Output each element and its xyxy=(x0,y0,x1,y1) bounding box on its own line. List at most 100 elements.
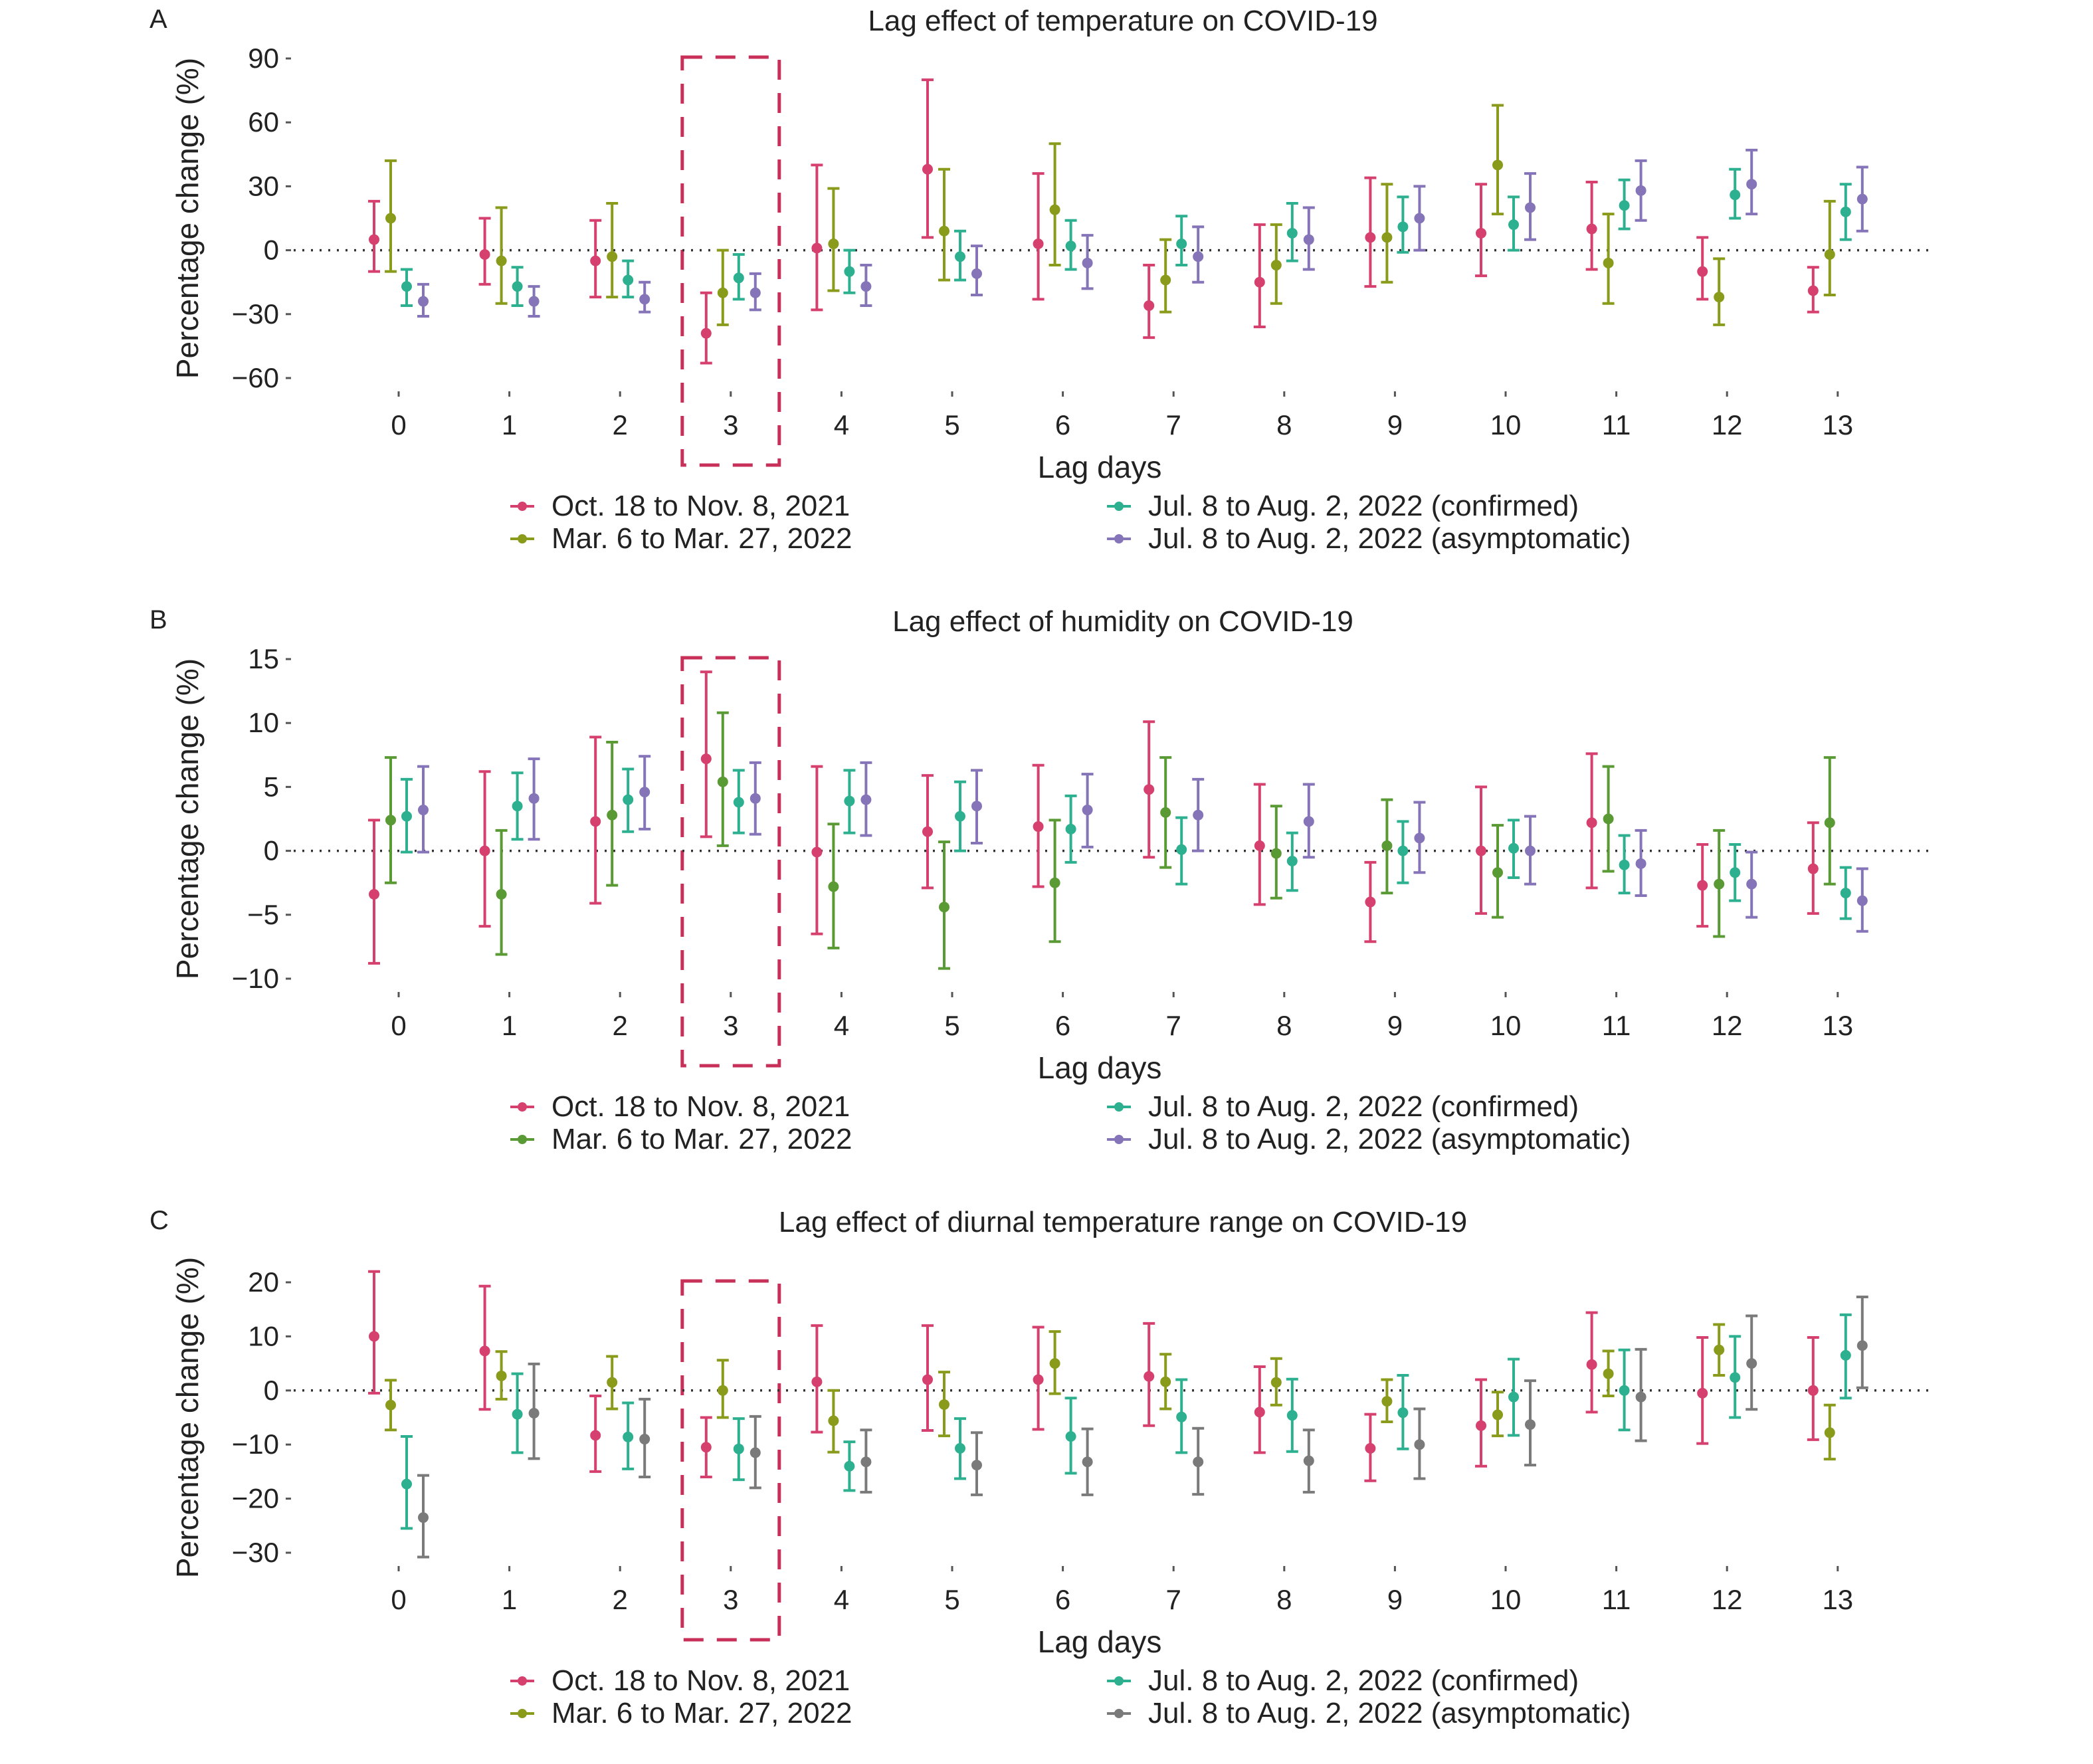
point-estimate xyxy=(1635,185,1646,196)
legend-marker xyxy=(1114,1709,1124,1718)
point-estimate xyxy=(1270,1377,1282,1388)
point-estimate xyxy=(955,811,965,822)
point-estimate xyxy=(607,1377,618,1388)
y-tick-label: 5 xyxy=(264,771,279,802)
x-tick-label: 13 xyxy=(1822,1584,1853,1615)
point-estimate xyxy=(1619,1385,1630,1396)
point-estimate xyxy=(1397,1407,1409,1419)
legend-item: Oct. 18 to Nov. 8, 2021 xyxy=(510,490,850,522)
legend-marker xyxy=(518,1135,527,1144)
series-2 xyxy=(385,104,1836,326)
point-estimate xyxy=(828,238,839,249)
x-tick-label: 1 xyxy=(502,1010,517,1041)
legend-marker xyxy=(1114,1135,1124,1144)
series-4 xyxy=(417,148,1868,318)
series-4 xyxy=(417,1295,1868,1559)
point-estimate xyxy=(1697,1387,1708,1399)
legend-item: Jul. 8 to Aug. 2, 2022 (asymptomatic) xyxy=(1107,1697,1631,1729)
point-estimate xyxy=(717,776,728,787)
x-tick-label: 1 xyxy=(502,1584,517,1615)
legend-label: Jul. 8 to Aug. 2, 2022 (asymptomatic) xyxy=(1148,1697,1631,1729)
x-tick-label: 5 xyxy=(944,409,959,441)
point-estimate xyxy=(369,1331,379,1342)
point-estimate xyxy=(1082,1456,1093,1468)
chart-title: Lag effect of temperature on COVID-19 xyxy=(868,5,1377,37)
x-tick-label: 6 xyxy=(1055,1010,1070,1041)
y-tick-label: 10 xyxy=(248,1320,279,1351)
legend-label: Jul. 8 to Aug. 2, 2022 (asymptomatic) xyxy=(1148,1123,1631,1155)
point-estimate xyxy=(639,787,650,798)
x-axis-label: Lag days xyxy=(1038,450,1162,484)
y-tick-label: −30 xyxy=(232,298,279,330)
point-estimate xyxy=(496,255,507,266)
point-estimate xyxy=(1365,896,1376,908)
point-estimate xyxy=(1160,274,1171,286)
legend-item: Jul. 8 to Aug. 2, 2022 (confirmed) xyxy=(1107,490,1579,522)
x-tick-label: 10 xyxy=(1490,1584,1522,1615)
point-estimate xyxy=(828,881,839,892)
point-estimate xyxy=(971,268,982,279)
point-estimate xyxy=(844,795,855,807)
point-estimate xyxy=(1065,1430,1076,1442)
point-estimate xyxy=(639,1434,650,1445)
point-estimate xyxy=(1065,823,1076,834)
point-estimate xyxy=(1476,227,1486,239)
point-estimate xyxy=(1254,840,1265,851)
point-estimate xyxy=(369,234,379,245)
y-tick-label: 20 xyxy=(248,1266,279,1298)
y-tick-label: −20 xyxy=(232,1483,279,1514)
point-estimate xyxy=(1492,867,1503,878)
point-estimate xyxy=(1807,1385,1819,1396)
point-estimate xyxy=(700,328,712,339)
x-tick-label: 1 xyxy=(502,409,517,441)
series-4 xyxy=(417,755,1868,933)
point-estimate xyxy=(1746,878,1757,890)
legend-label: Oct. 18 to Nov. 8, 2021 xyxy=(551,1090,850,1123)
point-estimate xyxy=(607,809,618,821)
point-estimate xyxy=(1381,1396,1393,1407)
point-estimate xyxy=(1476,845,1486,856)
x-tick-label: 4 xyxy=(834,1010,849,1041)
point-estimate xyxy=(1303,1455,1314,1466)
point-estimate xyxy=(1286,855,1298,866)
point-estimate xyxy=(528,793,540,804)
legend-item: Mar. 6 to Mar. 27, 2022 xyxy=(510,522,852,555)
point-estimate xyxy=(385,213,396,224)
point-estimate xyxy=(479,1345,490,1357)
point-estimate xyxy=(1049,204,1060,215)
legend-marker xyxy=(518,502,527,511)
series-3 xyxy=(401,1313,1852,1530)
series-1 xyxy=(368,78,1819,365)
point-estimate xyxy=(528,296,540,307)
point-estimate xyxy=(939,902,949,913)
point-estimate xyxy=(623,274,634,286)
y-axis-label: Percentage change (%) xyxy=(170,58,205,379)
point-estimate xyxy=(955,251,965,262)
legend-label: Jul. 8 to Aug. 2, 2022 (confirmed) xyxy=(1148,490,1579,522)
x-tick-label: 10 xyxy=(1490,1010,1522,1041)
point-estimate xyxy=(512,281,523,292)
y-tick-label: −30 xyxy=(232,1537,279,1568)
point-estimate xyxy=(860,281,872,292)
panel-letter: A xyxy=(150,5,167,34)
x-tick-label: 2 xyxy=(613,1584,628,1615)
point-estimate xyxy=(1525,202,1536,213)
legend-marker xyxy=(1114,534,1124,543)
point-estimate xyxy=(1619,859,1630,870)
highlight-box xyxy=(680,55,781,467)
point-estimate xyxy=(749,793,761,804)
legend-label: Mar. 6 to Mar. 27, 2022 xyxy=(551,1123,852,1155)
point-estimate xyxy=(1381,232,1393,243)
point-estimate xyxy=(1397,221,1409,233)
y-tick-label: 15 xyxy=(248,643,279,674)
point-estimate xyxy=(922,1374,933,1385)
legend-label: Oct. 18 to Nov. 8, 2021 xyxy=(551,1664,850,1697)
point-estimate xyxy=(749,287,761,298)
point-estimate xyxy=(590,255,601,266)
point-estimate xyxy=(1746,179,1757,190)
point-estimate xyxy=(1144,1371,1155,1382)
point-estimate xyxy=(700,1442,712,1453)
point-estimate xyxy=(1176,1411,1187,1422)
x-tick-label: 13 xyxy=(1822,1010,1853,1041)
point-estimate xyxy=(385,1399,396,1411)
